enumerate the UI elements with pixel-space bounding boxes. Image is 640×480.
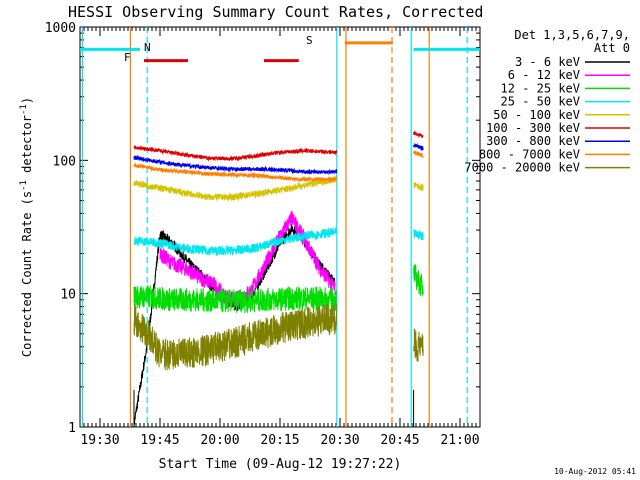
legend-label: 100 - 300 keV	[486, 121, 580, 135]
flag-label: N	[144, 41, 151, 54]
flag-label: S	[306, 34, 313, 47]
series-line	[133, 227, 338, 257]
series-line	[413, 229, 424, 241]
legend-label: 6 - 12 keV	[508, 68, 580, 82]
plot-area: NF S	[80, 27, 480, 428]
x-tick-label: 19:45	[140, 433, 179, 448]
legend-subtitle: Att 0	[594, 41, 630, 55]
x-tick-label: 21:00	[440, 433, 479, 448]
x-tick-label: 19:30	[80, 433, 119, 448]
y-axis: 1 10 100 1000	[45, 21, 480, 436]
x-tick-label: 20:00	[200, 433, 239, 448]
legend-label: 50 - 100 keV	[493, 108, 580, 122]
legend-label: 7000 - 20000 keV	[464, 161, 580, 175]
series-line	[413, 130, 424, 139]
x-tick-label: 20:45	[380, 433, 419, 448]
series-line	[413, 263, 424, 297]
x-tick-label: 20:15	[260, 433, 299, 448]
plot-frame	[79, 26, 481, 428]
legend-label: 300 - 800 keV	[486, 134, 580, 148]
series-line	[133, 175, 338, 202]
x-axis-label: Start Time (09-Aug-12 19:27:22)	[159, 457, 402, 472]
generated-timestamp: 10-Aug-2012 05:41	[554, 467, 636, 476]
series-line	[413, 328, 424, 362]
series-line	[133, 303, 338, 371]
series-line	[413, 182, 424, 192]
series-line	[133, 144, 338, 162]
series-line	[133, 285, 338, 314]
y-tick-label: 1000	[45, 21, 76, 36]
y-tick-label: 100	[53, 154, 76, 169]
legend-label: 3 - 6 keV	[515, 55, 580, 69]
legend-label: 12 - 25 keV	[501, 81, 580, 95]
x-tick-label: 20:30	[320, 433, 359, 448]
legend-label: 25 - 50 keV	[501, 95, 580, 109]
x-axis: 19:30 19:45 20:00 20:15 20:30 20:45 21:00	[79, 27, 481, 448]
flag-label: F	[124, 51, 131, 64]
series-line	[133, 154, 338, 176]
series-line	[413, 150, 424, 159]
y-axis-label: Corrected Count Rate (s-1 detector-1)	[19, 97, 34, 357]
legend-title: Det 1,3,5,6,7,9,	[514, 28, 630, 42]
chart-title: HESSI Observing Summary Count Rates, Cor…	[68, 3, 483, 21]
series-line	[133, 161, 338, 183]
series-line	[413, 142, 424, 152]
y-tick-label: 1	[68, 421, 76, 436]
y-tick-label: 10	[60, 288, 76, 303]
legend-label: 800 - 7000 keV	[479, 147, 580, 161]
